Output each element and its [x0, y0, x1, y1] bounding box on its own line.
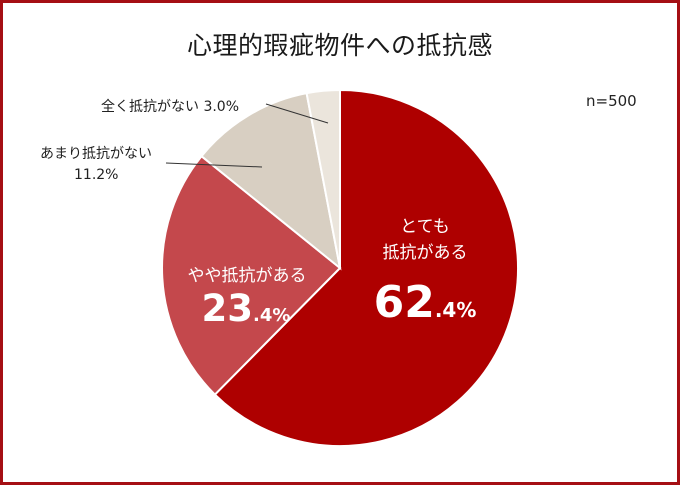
pct-integer: 23 [201, 287, 254, 330]
leader-line-not-at-all [265, 103, 329, 124]
label-somewhat-resistant-pct: 23.4% [176, 287, 316, 330]
label-somewhat-resistant: やや抵抗がある [187, 266, 307, 286]
label-strongly-resistant-pct: 62.4% [345, 277, 505, 328]
pct-decimal: .4% [434, 298, 477, 322]
label-strongly-resistant-line2: 抵抗がある [382, 243, 468, 263]
label-not-much-resistant-pct: 11.2% [74, 167, 119, 183]
label-strongly-resistant-line1: とても [400, 217, 450, 237]
leader-line-not-much [165, 162, 263, 168]
slice-not-at-all-resistant [305, 88, 341, 269]
pct-decimal: .4% [253, 305, 291, 326]
slice-not-much-resistant [200, 92, 342, 271]
slice-somewhat-resistant [161, 154, 342, 397]
pct-integer: 62 [373, 277, 435, 328]
label-not-at-all-resistant: 全く抵抗がない 3.0% [101, 99, 240, 115]
sample-size-label: n=500 [586, 92, 637, 110]
chart-title: 心理的瑕疵物件への抵抗感 [186, 31, 493, 60]
label-not-much-resistant: あまり抵抗がない [40, 146, 152, 162]
slice-strongly-resistant [213, 88, 520, 447]
